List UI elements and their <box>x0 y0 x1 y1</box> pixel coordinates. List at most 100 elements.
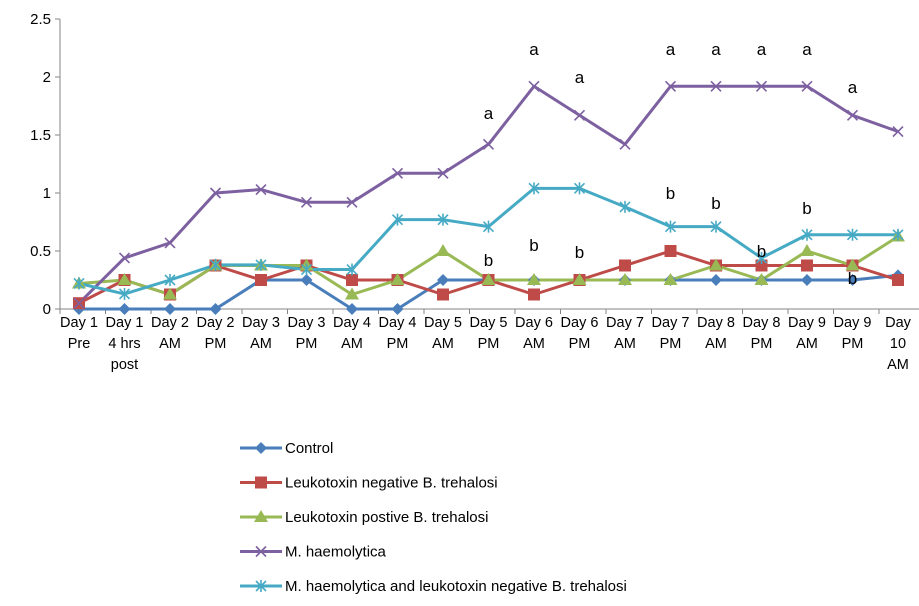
marker <box>528 182 540 195</box>
marker <box>390 273 405 285</box>
marker-shape <box>255 274 267 286</box>
annotation: a <box>666 40 676 59</box>
annotation: a <box>802 40 812 59</box>
y-tick-label: 2 <box>43 69 51 86</box>
marker-shape <box>117 273 132 285</box>
marker-shape <box>255 258 267 271</box>
marker <box>755 251 768 264</box>
marker-shape <box>618 273 632 285</box>
marker <box>300 263 313 276</box>
annotation: b <box>529 236 538 255</box>
marker-shape <box>118 252 131 264</box>
marker-shape <box>164 237 176 249</box>
annotation: a <box>757 40 767 59</box>
marker <box>528 288 540 301</box>
marker <box>845 258 860 271</box>
marker <box>255 274 267 286</box>
marker-shape <box>163 287 177 300</box>
marker-shape <box>482 220 495 233</box>
marker-shape <box>391 303 404 315</box>
marker <box>391 303 404 315</box>
marker-shape <box>892 274 904 286</box>
marker <box>572 273 587 285</box>
marker-shape <box>572 273 587 285</box>
x-tick-label: Day 3 PM <box>287 315 326 352</box>
marker-shape <box>164 274 176 286</box>
marker <box>755 80 768 92</box>
marker-shape <box>300 196 313 208</box>
marker-shape <box>846 109 859 121</box>
x-tick-label: Day 5 AM <box>424 315 462 352</box>
annotation: b <box>711 194 720 213</box>
legend-label: Leukotoxin postive B. trehalosi <box>285 509 488 526</box>
marker <box>117 273 132 285</box>
annotation: a <box>575 68 585 87</box>
marker-shape <box>709 258 723 271</box>
marker <box>664 220 677 233</box>
marker <box>573 109 586 121</box>
marker <box>573 182 586 195</box>
marker-shape <box>209 187 222 199</box>
marker <box>619 200 631 213</box>
legend-marker <box>254 510 268 522</box>
marker-shape <box>209 258 222 271</box>
marker <box>345 287 359 300</box>
marker-shape <box>664 245 677 257</box>
marker-shape <box>754 273 769 285</box>
annotation: a <box>848 78 858 97</box>
marker-shape <box>73 277 85 290</box>
marker-shape <box>300 274 313 286</box>
marker-shape <box>755 251 768 264</box>
marker <box>391 167 404 179</box>
marker-shape <box>664 80 677 92</box>
marker-shape <box>619 200 631 213</box>
marker <box>892 228 904 241</box>
marker <box>801 228 813 241</box>
marker-shape <box>801 259 813 272</box>
marker <box>346 196 358 208</box>
annotation: a <box>711 40 721 59</box>
marker <box>118 303 131 315</box>
marker-shape <box>346 274 358 286</box>
x-tick-label: Day 7 AM <box>606 315 644 352</box>
marker-shape <box>801 274 813 286</box>
marker <box>436 244 450 256</box>
annotation: b <box>848 269 857 288</box>
marker-shape <box>528 80 540 92</box>
marker-shape <box>481 273 496 285</box>
marker-shape <box>437 288 449 301</box>
marker <box>754 273 769 285</box>
x-tick-label: Day 2 AM <box>151 315 189 352</box>
marker <box>164 274 176 286</box>
marker <box>209 258 222 271</box>
x-tick-label: Day 9 AM <box>788 315 826 352</box>
marker-shape <box>390 273 405 285</box>
y-tick-label: 1.5 <box>30 127 51 144</box>
marker-shape <box>345 287 359 300</box>
marker <box>755 259 768 272</box>
marker <box>801 259 813 272</box>
legend-marker <box>255 442 267 454</box>
marker <box>118 287 131 300</box>
marker-shape <box>846 228 859 241</box>
marker <box>346 303 358 315</box>
marker-shape <box>755 80 768 92</box>
annotation: a <box>529 40 539 59</box>
annotation: b <box>666 184 675 203</box>
marker-shape <box>573 182 586 195</box>
marker <box>664 80 677 92</box>
legend-marker <box>255 580 267 592</box>
marker <box>391 213 404 226</box>
legend-label: M. haemolytica and leukotoxin negative B… <box>285 578 627 595</box>
marker-shape <box>255 442 267 454</box>
marker-shape <box>437 274 449 286</box>
marker-shape <box>710 220 722 233</box>
legend-label: Leukotoxin negative B. trehalosi <box>285 475 498 492</box>
marker-shape <box>527 273 541 285</box>
marker-shape <box>255 183 267 196</box>
x-tick-label: Day 4 AM <box>333 315 371 352</box>
y-tick-label: 0.5 <box>30 243 51 260</box>
legend-marker <box>255 545 267 558</box>
x-tick-label: Day 5 PM <box>469 315 508 352</box>
